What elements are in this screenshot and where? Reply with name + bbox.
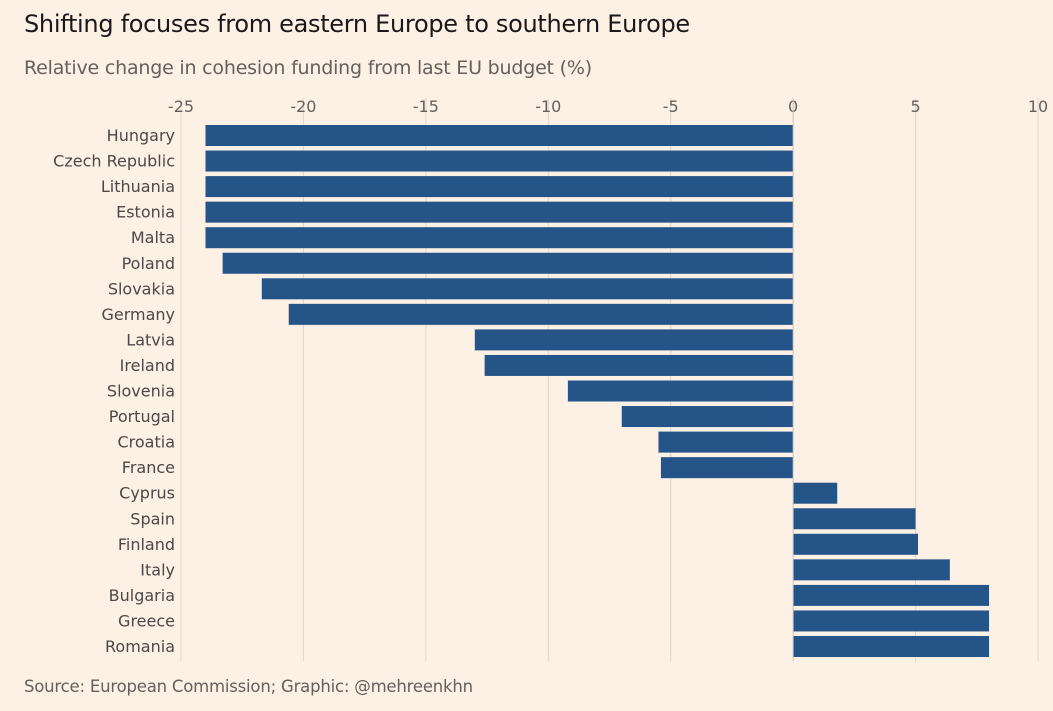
bar xyxy=(288,303,794,325)
bar xyxy=(660,457,794,479)
category-labels: Hungary Czech Republic Lithuania Estonia Mal… xyxy=(53,126,175,656)
category-label: Hungary xyxy=(107,126,175,145)
bar xyxy=(621,406,794,428)
category-label: Czech Republic xyxy=(53,152,175,171)
category-label: Slovakia xyxy=(108,279,175,298)
category-label: Italy xyxy=(140,560,175,579)
category-label: Portugal xyxy=(109,407,175,426)
chart-subtitle: Relative change in cohesion funding from… xyxy=(24,57,592,79)
category-label: Greece xyxy=(118,611,175,630)
x-tick-label: -25 xyxy=(168,97,194,116)
category-label: Spain xyxy=(130,509,175,528)
x-tick-label: -5 xyxy=(663,97,679,116)
bar xyxy=(793,559,950,581)
bar xyxy=(205,125,794,146)
category-label: Germany xyxy=(101,305,175,324)
category-label: Estonia xyxy=(116,203,175,222)
category-label: Ireland xyxy=(120,356,175,375)
bar xyxy=(793,610,990,632)
x-tick-label: -10 xyxy=(535,97,561,116)
bar xyxy=(658,431,794,453)
x-tick-label: 5 xyxy=(910,97,920,116)
bar xyxy=(205,150,794,172)
category-label: Latvia xyxy=(126,330,175,349)
bar xyxy=(484,354,794,376)
category-label: Bulgaria xyxy=(109,586,175,605)
bar xyxy=(222,252,794,274)
bars xyxy=(205,125,990,657)
chart-title: Shifting focuses from eastern Europe to … xyxy=(24,10,690,38)
category-label: France xyxy=(122,458,175,477)
bar xyxy=(261,278,794,300)
bar xyxy=(793,533,919,555)
source-note: Source: European Commission; Graphic: @m… xyxy=(24,677,473,696)
category-label: Slovenia xyxy=(107,382,175,401)
x-tick-label: 10 xyxy=(1028,97,1048,116)
category-label: Malta xyxy=(131,228,175,247)
x-axis-ticks: -25 -20 -15 -10 -5 0 5 10 xyxy=(168,97,1048,116)
bar xyxy=(205,176,794,198)
x-tick-label: -15 xyxy=(413,97,439,116)
bar xyxy=(793,482,838,504)
category-label: Romania xyxy=(105,637,175,656)
category-label: Finland xyxy=(118,535,175,554)
bar xyxy=(793,636,990,657)
category-label: Lithuania xyxy=(101,177,175,196)
category-label: Croatia xyxy=(117,433,175,452)
category-label: Poland xyxy=(122,254,175,273)
bar xyxy=(205,201,794,223)
bar xyxy=(793,584,990,606)
bar xyxy=(567,380,794,402)
x-tick-label: -20 xyxy=(290,97,316,116)
category-label: Cyprus xyxy=(119,484,175,503)
bar xyxy=(474,329,794,351)
bar xyxy=(793,508,916,530)
bar xyxy=(205,227,794,249)
